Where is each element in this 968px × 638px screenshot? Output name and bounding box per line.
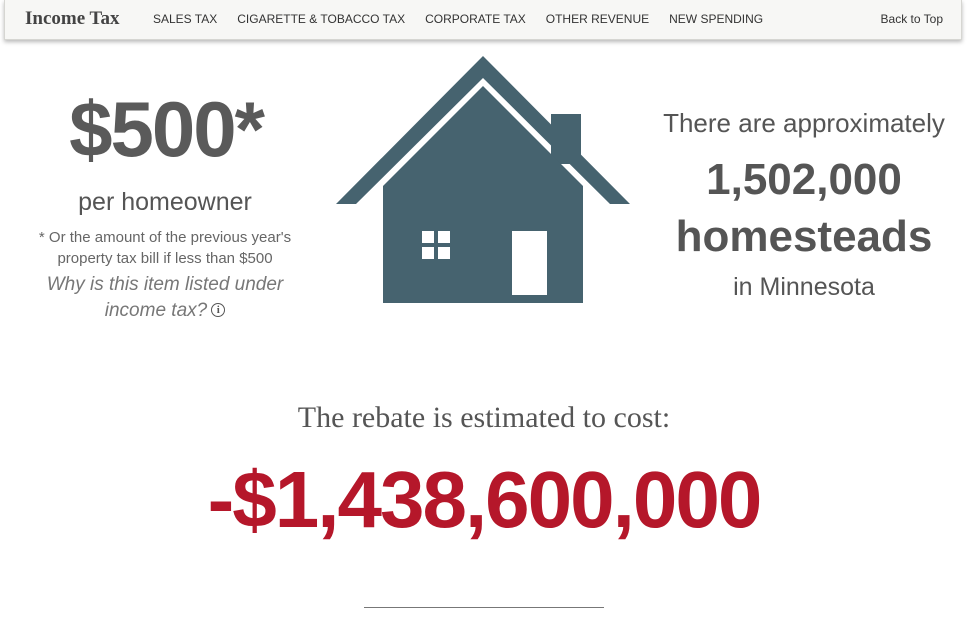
- rebate-footnote: * Or the amount of the previous year's p…: [0, 227, 330, 269]
- homesteads-region: in Minnesota: [733, 273, 875, 301]
- rebate-amount: $500*: [69, 85, 265, 173]
- cost-label: The rebate is estimated to cost:: [297, 401, 671, 434]
- info-circle-icon[interactable]: i: [211, 303, 226, 317]
- navbar: Income Tax SALES TAX CIGARETTE & TOBACCO…: [4, 0, 962, 40]
- nav-new-spending[interactable]: NEW SPENDING: [669, 12, 764, 26]
- house-window: [422, 231, 450, 259]
- nav-other-revenue[interactable]: OTHER REVENUE: [545, 12, 650, 26]
- house-door: [512, 231, 547, 295]
- house-chimney: [551, 114, 581, 164]
- brand-link[interactable]: Income Tax: [25, 8, 120, 29]
- rebate-footnote-line-1: * Or the amount of the previous year's: [38, 229, 292, 246]
- back-to-top-link[interactable]: Back to Top: [880, 12, 943, 26]
- house-roof: [336, 56, 630, 204]
- house-icon: [336, 56, 630, 303]
- why-line-1: Why is this item listed under: [46, 274, 284, 295]
- nav-cigarette-tobacco-tax[interactable]: CIGARETTE & TOBACCO TAX: [237, 12, 406, 26]
- cost-value: -$1,438,600,000: [207, 455, 763, 544]
- nav-sales-tax[interactable]: SALES TAX: [153, 12, 218, 26]
- rebate-unit: per homeowner: [78, 188, 252, 216]
- homesteads-label: homesteads: [675, 212, 933, 261]
- homesteads-panel: There are approximately 1,502,000 homest…: [645, 108, 963, 302]
- divider: [364, 607, 604, 608]
- why-line-2: income tax? i: [0, 298, 330, 324]
- homesteads-intro: There are approximately: [663, 108, 945, 138]
- nav-menu: SALES TAX CIGARETTE & TOBACCO TAX CORPOR…: [153, 12, 783, 26]
- rebate-panel: $500* per homeowner * Or the amount of t…: [0, 90, 330, 324]
- nav-corporate-tax[interactable]: CORPORATE TAX: [425, 12, 526, 26]
- rebate-footnote-line-2: property tax bill if less than $500: [57, 250, 273, 267]
- why-line-2-text: income tax?: [104, 300, 208, 321]
- homesteads-count: 1,502,000: [706, 155, 902, 204]
- why-income-tax-link[interactable]: Why is this item listed under income tax…: [0, 272, 330, 324]
